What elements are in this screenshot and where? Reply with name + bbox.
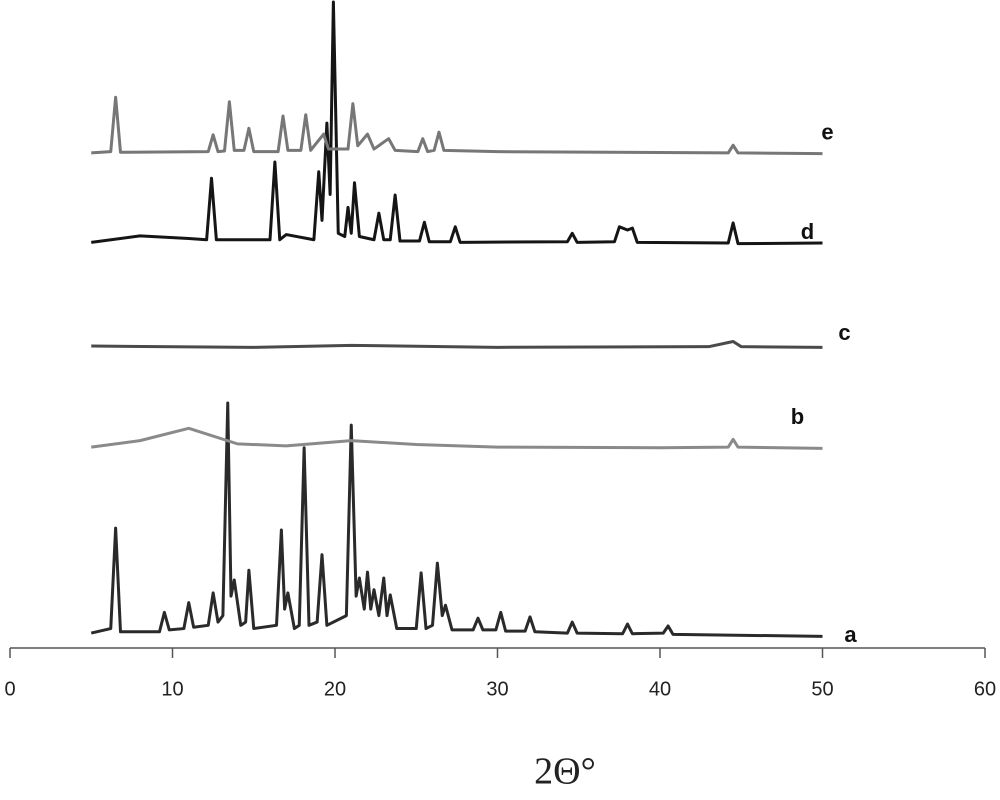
series-label: e bbox=[821, 119, 833, 144]
series-line bbox=[91, 340, 823, 349]
series-label: c bbox=[838, 320, 850, 345]
series-line bbox=[91, 0, 823, 246]
series-label: b bbox=[791, 404, 804, 429]
series-line bbox=[90, 401, 823, 638]
series-line bbox=[91, 426, 823, 450]
x-tick-label: 50 bbox=[811, 678, 833, 700]
series-label: d bbox=[801, 219, 814, 244]
series-line bbox=[91, 95, 823, 156]
x-tick-label: 60 bbox=[974, 678, 996, 700]
x-axis-title: 2Θ° bbox=[534, 751, 596, 793]
x-tick-label: 30 bbox=[486, 678, 508, 700]
series-label: a bbox=[844, 622, 857, 647]
x-tick-label: 40 bbox=[649, 678, 671, 700]
x-tick-label: 0 bbox=[4, 678, 15, 700]
x-tick-label: 20 bbox=[324, 678, 346, 700]
x-tick-label: 10 bbox=[161, 678, 183, 700]
